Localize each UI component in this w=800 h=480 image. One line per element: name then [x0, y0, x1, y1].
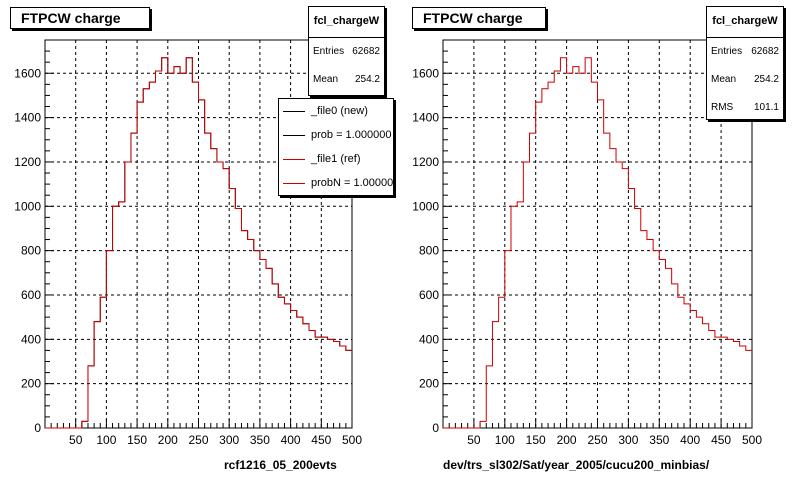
panel-2-y-tick-label: 1400	[412, 111, 439, 125]
panel-2-x-tick-label: 300	[618, 433, 638, 447]
panel-2-stats-row-rms: RMS 101.1	[707, 94, 783, 122]
panel-2-y-tick-label: 1200	[412, 155, 439, 169]
legend-line-red	[283, 182, 305, 184]
stats-value: 254.2	[753, 74, 779, 85]
panel-1-stats-row-mean: Mean 254.2	[309, 66, 384, 94]
panel-2-stats-row-mean: Mean 254.2	[707, 66, 783, 94]
panel-1-title-box: FTPCW charge	[10, 7, 150, 29]
stats-label: Mean	[313, 74, 339, 85]
panel-2-histogram-series-0	[443, 57, 752, 429]
panel-1-x-tick-label: 400	[281, 433, 301, 447]
panel-2-x-tick-label: 200	[557, 433, 577, 447]
panel-1-x-tick-label: 450	[311, 433, 331, 447]
legend-entry-prob: prob = 1.000000	[279, 123, 393, 147]
panel-2-y-tick-label: 200	[419, 377, 439, 391]
panel-1-stats-name: fcl_chargeW	[309, 7, 384, 38]
legend-line-red	[283, 158, 305, 160]
stats-value: 101.1	[753, 102, 779, 113]
panel-1-x-tick-label: 500	[342, 433, 362, 447]
panel-1-legend: _file0 (new) prob = 1.000000 _file1 (ref…	[278, 98, 394, 196]
legend-line-black	[283, 110, 305, 112]
panel-2-title-box: FTPCW charge	[412, 7, 546, 29]
panel-1-y-tick-label: 0	[34, 421, 41, 435]
panel-1-y-tick-label: 200	[21, 377, 41, 391]
panel-2-x-tick-label: 350	[649, 433, 669, 447]
panel-1-histogram-series-1	[45, 57, 352, 429]
panel-1-title: FTPCW charge	[21, 10, 121, 26]
legend-label: prob = 1.000000	[311, 129, 392, 141]
stats-label: Entries	[711, 46, 743, 57]
stats-value: 62682	[751, 46, 779, 57]
panel-2-x-tick-label: 50	[467, 433, 481, 447]
panel-2-x-tick-label: 250	[587, 433, 607, 447]
panel-2-stats-row-entries: Entries 62682	[707, 38, 783, 66]
panel-1-y-tick-label: 1400	[14, 111, 41, 125]
panel-2-y-tick-label: 400	[419, 332, 439, 346]
stats-value: 254.2	[354, 74, 380, 85]
panel-2-stats-box: fcl_chargeW Entries 62682 Mean 254.2 RMS…	[706, 6, 784, 120]
stats-value: 62682	[352, 46, 380, 57]
panel-1-x-tick-label: 200	[158, 433, 178, 447]
legend-line-black	[283, 134, 305, 136]
panel-2-y-tick-label: 800	[419, 244, 439, 258]
legend-entry-file1: _file1 (ref)	[279, 147, 393, 171]
panel-2-x-tick-label: 100	[495, 433, 515, 447]
panel-1-y-tick-label: 800	[21, 244, 41, 258]
panel-2-x-tick-label: 500	[742, 433, 762, 447]
panel-2-x-axis-label: dev/trs_sl302/Sat/year_2005/cucu200_minb…	[443, 458, 710, 472]
stats-label: Entries	[313, 46, 345, 57]
panel-2-y-tick-label: 1600	[412, 66, 439, 80]
panel-2-y-tick-label: 0	[432, 421, 439, 435]
panel-1-x-tick-label: 100	[96, 433, 116, 447]
stats-label: Mean	[711, 74, 737, 85]
panel-1-x-tick-label: 150	[127, 433, 147, 447]
legend-entry-probN: probN = 1.000000	[279, 171, 393, 195]
panel-1-y-tick-label: 600	[21, 288, 41, 302]
panel-2-y-tick-label: 600	[419, 288, 439, 302]
legend-label: _file1 (ref)	[311, 153, 361, 165]
panel-2-x-tick-label: 150	[526, 433, 546, 447]
panel-1-x-tick-label: 300	[219, 433, 239, 447]
panel-2-x-tick-label: 450	[711, 433, 731, 447]
panel-1-stats-row-entries: Entries 62682	[309, 38, 384, 66]
panel-2-x-tick-label: 400	[680, 433, 700, 447]
legend-label: probN = 1.000000	[311, 177, 394, 189]
legend-entry-file0: _file0 (new)	[279, 99, 393, 123]
panel-1-y-tick-label: 1200	[14, 155, 41, 169]
panel-1-y-tick-label: 400	[21, 332, 41, 346]
panel-2-title: FTPCW charge	[423, 10, 523, 26]
panel-1-x-tick-label: 350	[250, 433, 270, 447]
panel-1-x-tick-label: 250	[188, 433, 208, 447]
panel-2-y-tick-label: 1000	[412, 199, 439, 213]
panel-1-stats-box: fcl_chargeW Entries 62682 Mean 254.2	[308, 6, 385, 96]
legend-label: _file0 (new)	[311, 105, 368, 117]
panel-2-stats-name: fcl_chargeW	[707, 7, 783, 38]
panel-1-y-tick-label: 1600	[14, 66, 41, 80]
stats-label: RMS	[711, 102, 734, 113]
panel-1-x-tick-label: 50	[69, 433, 83, 447]
panel-1-y-tick-label: 1000	[14, 199, 41, 213]
panel-1-x-axis-label: rcf1216_05_200evts	[224, 458, 337, 472]
